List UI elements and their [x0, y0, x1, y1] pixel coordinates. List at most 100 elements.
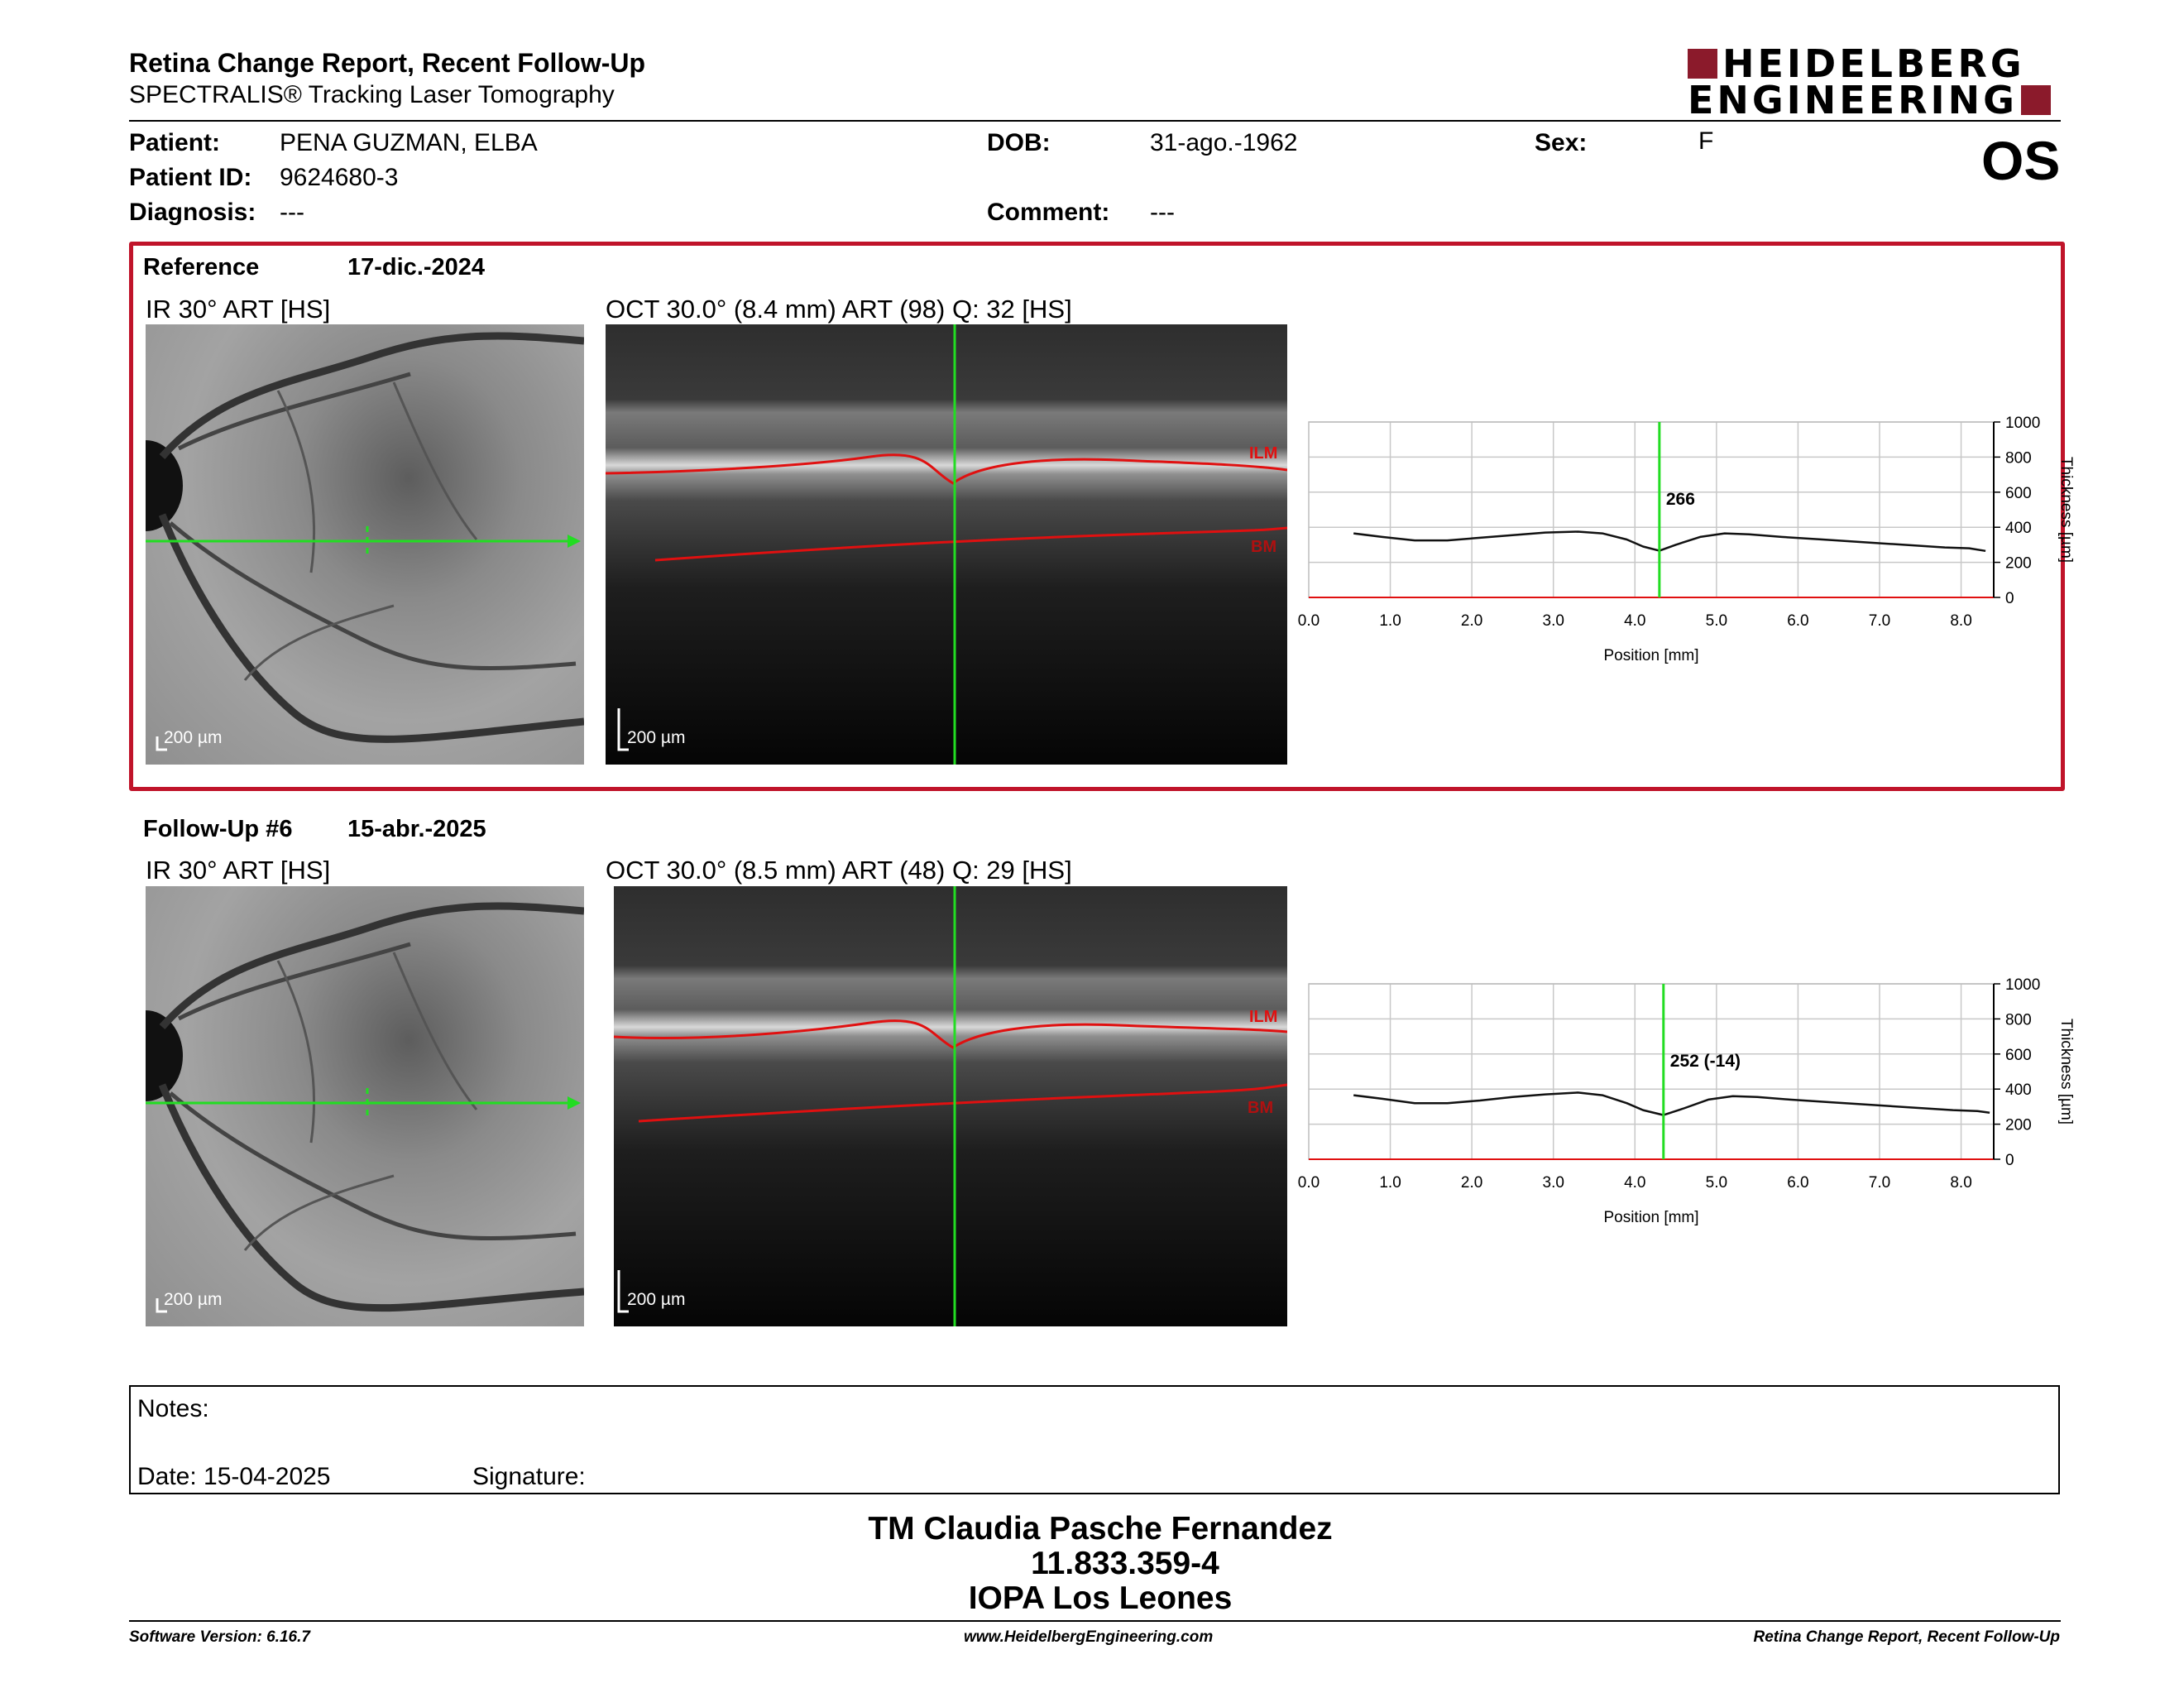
x-tick-label: 4.0: [1624, 1174, 1645, 1192]
notes-box: Notes: Date: 15-04-2025 Signature:: [129, 1385, 2060, 1494]
y-tick-label: 800: [2005, 449, 2032, 467]
reference-date: 17-dic.-2024: [347, 254, 486, 281]
followup-date: 15-abr.-2025: [347, 816, 486, 842]
thickness-series-line: [1353, 530, 1986, 553]
followup-thickness-chart: 0 200 400 600 800 1000 0.0 1.0 2.0 3.0 4.0 5.0 6.0 7.…: [1298, 976, 2075, 1226]
notes-date: Date: 15-04-2025: [137, 1463, 331, 1490]
y-tick-label: 1000: [2005, 976, 2040, 994]
reference-ir-scale: 200 µm: [164, 728, 223, 747]
x-tick-label: 0.0: [1298, 1174, 1320, 1192]
x-tick-label: 6.0: [1787, 1174, 1808, 1192]
x-tick-label: 0.0: [1298, 612, 1320, 630]
reference-thickness-chart: 0 200 400 600 800 1000 0.0 1.0 2.0 3.0 4.0 5.0 6.0 7.…: [1298, 415, 2075, 664]
footer-rule: [129, 1620, 2061, 1622]
x-tick-label: 1.0: [1379, 1174, 1401, 1192]
x-tick-label: 8.0: [1950, 612, 1971, 630]
x-tick-label: 2.0: [1461, 612, 1482, 630]
x-tick-label: 5.0: [1706, 1174, 1727, 1192]
comment-label: Comment:: [987, 199, 1110, 226]
diagnosis-label: Diagnosis:: [129, 199, 256, 226]
reference-oct-caption: OCT 30.0° (8.4 mm) ART (98) Q: 32 [HS]: [606, 295, 1072, 324]
thickness-series-line: [1353, 1091, 1990, 1116]
followup-oct-scale: 200 µm: [627, 1290, 686, 1309]
logo-word-1: HEIDELBERG: [1722, 41, 2025, 86]
followup-ir-scale: 200 µm: [164, 1290, 223, 1309]
y-tick-label: 200: [2005, 555, 2032, 573]
sex-label: Sex:: [1535, 129, 1588, 156]
x-tick-label: 8.0: [1950, 1174, 1971, 1192]
reference-label: Reference: [143, 254, 260, 281]
followup-oct-layers: ILM BM: [606, 886, 1287, 1326]
operator-name: TM Claudia Pasche Fernandez: [868, 1511, 1333, 1547]
y-axis-label: Thickness [µm]: [2057, 457, 2075, 563]
patient-label: Patient:: [129, 129, 221, 156]
patient-id-value: 9624680-3: [280, 164, 399, 191]
reference-oct-layers: ILM BM: [606, 324, 1287, 765]
y-axis-label: Thickness [µm]: [2057, 1019, 2075, 1125]
sex-value: F: [1698, 127, 1714, 155]
followup-ilm-label: ILM: [1249, 1008, 1277, 1026]
report-subtitle: SPECTRALIS® Tracking Laser Tomography: [129, 81, 615, 108]
y-tick-label: 0: [2005, 590, 2014, 607]
y-tick-label: 200: [2005, 1117, 2032, 1134]
followup-ir-caption: IR 30° ART [HS]: [146, 856, 331, 885]
reference-frame: [129, 242, 2065, 791]
x-tick-label: 3.0: [1543, 612, 1564, 630]
followup-ir-vessels: [146, 902, 584, 1313]
followup-oct-bscan-image: ILM BM 200 µm: [606, 886, 1287, 1326]
reference-ir-fundus-image: 200 µm: [146, 324, 584, 765]
notes-label: Notes:: [137, 1395, 209, 1422]
reference-ilm-label: ILM: [1249, 444, 1277, 463]
logo-square-icon-2: [2020, 85, 2051, 115]
plot-frame: [1308, 421, 1995, 598]
followup-oct-caption: OCT 30.0° (8.5 mm) ART (48) Q: 29 [HS]: [606, 856, 1072, 885]
software-version: Software Version: 6.16.7: [129, 1628, 310, 1646]
reference-oct-bscan-image: ILM BM 200 µm: [606, 324, 1287, 765]
y-tick-label: 400: [2005, 1081, 2032, 1099]
followup-bm-label: BM: [1248, 1099, 1273, 1117]
x-tick-label: 1.0: [1379, 612, 1401, 630]
clinic-name: IOPA Los Leones: [968, 1580, 1233, 1616]
x-tick-label: 5.0: [1706, 612, 1727, 630]
logo-word-2: ENGINEERING: [1688, 78, 2018, 122]
reference-ir-vessels: [146, 332, 584, 751]
dob-value: 31-ago.-1962: [1150, 129, 1298, 156]
comment-value: ---: [1150, 199, 1175, 226]
eye-indicator: OS: [1981, 130, 2061, 191]
followup-label: Follow-Up #6: [143, 816, 293, 842]
patient-id-label: Patient ID:: [129, 164, 252, 191]
brand-logo-2: ENGINEERING: [1688, 81, 2051, 119]
y-tick-label: 600: [2005, 1047, 2032, 1064]
reference-ir-caption: IR 30° ART [HS]: [146, 295, 331, 324]
reference-bm-label: BM: [1251, 538, 1276, 556]
logo-square-icon: [1688, 49, 1717, 79]
x-axis-label: Position [mm]: [1603, 647, 1698, 664]
x-axis-label: Position [mm]: [1603, 1209, 1698, 1226]
signature-label: Signature:: [472, 1463, 586, 1490]
x-tick-label: 7.0: [1869, 1174, 1890, 1192]
brand-logo: HEIDELBERG: [1688, 45, 2025, 83]
diagnosis-value: ---: [280, 199, 304, 226]
x-tick-label: 4.0: [1624, 612, 1645, 630]
x-tick-label: 3.0: [1543, 1174, 1564, 1192]
footer-report-name: Retina Change Report, Recent Follow-Up: [1753, 1628, 2060, 1646]
marker-value-label: 252 (-14): [1670, 1052, 1741, 1071]
reference-oct-scale: 200 µm: [627, 728, 686, 747]
patient-value: PENA GUZMAN, ELBA: [280, 129, 538, 156]
followup-ir-fundus-image: 200 µm: [146, 886, 584, 1326]
operator-id: 11.833.359-4: [1031, 1546, 1219, 1581]
header-rule: [129, 120, 2061, 122]
dob-label: DOB:: [987, 129, 1051, 156]
y-tick-label: 0: [2005, 1152, 2014, 1169]
x-tick-label: 7.0: [1869, 612, 1890, 630]
report-title: Retina Change Report, Recent Follow-Up: [129, 48, 646, 78]
marker-value-label: 266: [1666, 490, 1695, 509]
y-tick-label: 1000: [2005, 415, 2040, 432]
y-tick-label: 600: [2005, 485, 2032, 502]
x-tick-label: 6.0: [1787, 612, 1808, 630]
website-link[interactable]: www.HeidelbergEngineering.com: [964, 1628, 1214, 1646]
x-tick-label: 2.0: [1461, 1174, 1482, 1192]
y-tick-label: 400: [2005, 520, 2032, 537]
y-tick-label: 800: [2005, 1011, 2032, 1029]
plot-frame: [1308, 983, 1995, 1160]
